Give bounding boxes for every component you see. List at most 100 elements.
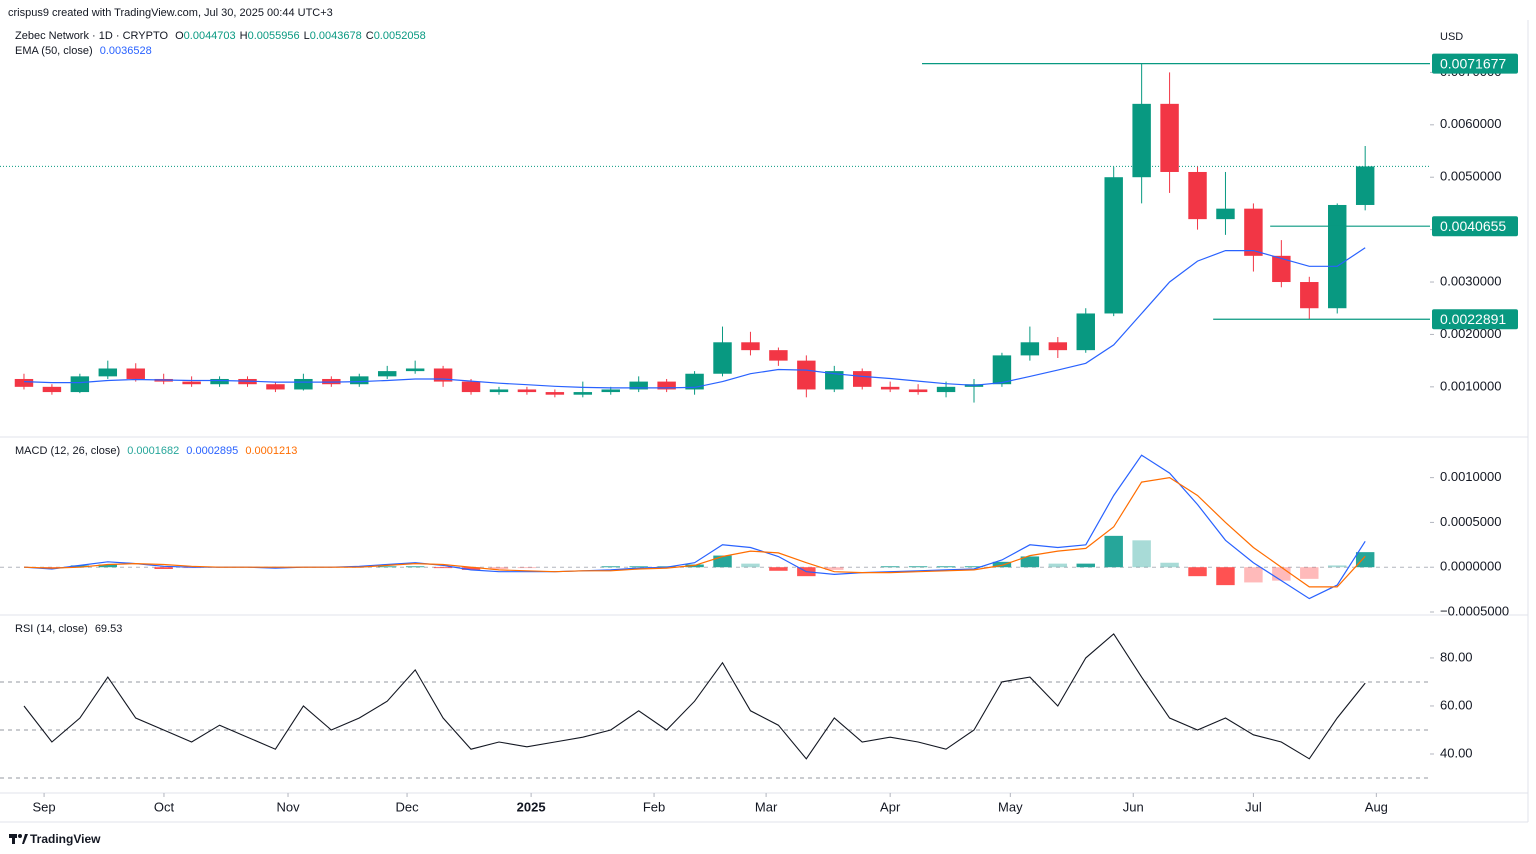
level-label-box (1432, 216, 1518, 237)
candle-body (657, 381, 676, 390)
x-tick-label: Jun (1123, 799, 1144, 814)
x-tick-label: Apr (880, 799, 901, 814)
candle-body (573, 392, 593, 395)
histogram-bar (880, 566, 900, 568)
histogram-bar (1244, 567, 1263, 583)
x-tick-label: Mar (755, 799, 778, 814)
histogram-bar (154, 567, 173, 569)
macd-line (23, 454, 1366, 600)
rsi-line (23, 633, 1366, 760)
candle-body (1104, 177, 1123, 314)
candle-body (433, 368, 453, 382)
candle-body (713, 342, 732, 374)
ohlc-value: 0.0043678 (309, 30, 362, 42)
candle-body (1132, 103, 1151, 178)
x-tick-label: 2025 (517, 799, 546, 814)
histogram-bar (1132, 540, 1151, 568)
page-header: crispus9 created with TradingView.com, J… (8, 7, 333, 19)
level-label: 0.0040655 (1440, 218, 1506, 234)
ema-header: EMA (50, close) 0.0036528 (15, 44, 156, 58)
ema-value: 0.0036528 (99, 45, 152, 57)
ema-title: EMA (50, close) (15, 45, 93, 57)
candle-body (601, 389, 620, 393)
y-tick-label: 0.0005000 (1440, 514, 1501, 529)
candle-body (685, 373, 704, 390)
rsi-title: RSI (14, close) (15, 623, 88, 635)
histogram-bar (1300, 567, 1319, 579)
x-tick-label: May (998, 799, 1023, 814)
macd-title: MACD (12, 26, close) (15, 445, 121, 457)
x-tick-label: Feb (643, 799, 665, 814)
y-tick-label: −0.0005000 (1440, 603, 1509, 618)
histogram-bar (601, 566, 620, 568)
candle-body (377, 371, 397, 377)
y-tick-label: 0.0010000 (1440, 378, 1501, 393)
candle-body (741, 342, 760, 351)
level-label: 0.0071677 (1440, 55, 1506, 71)
candle-body (489, 389, 509, 393)
candle-body (461, 381, 481, 393)
candle-body (1048, 342, 1068, 351)
ohlc-value: 0.0052058 (373, 30, 426, 42)
histogram-bar (405, 566, 425, 568)
histogram-bar (1160, 562, 1179, 568)
y-tick-label: 40.00 (1440, 745, 1473, 760)
candle-body (545, 392, 565, 395)
macd-value: 0.0002895 (186, 445, 239, 457)
histogram-bar (1328, 565, 1347, 568)
histogram-bar (1216, 567, 1235, 586)
footer-brand: TradingView (30, 832, 101, 846)
candle-body (42, 386, 62, 393)
y-tick-label: 0.0060000 (1440, 116, 1501, 131)
candle-body (1160, 103, 1179, 172)
histogram-bar (1104, 535, 1123, 568)
candle-body (1328, 204, 1347, 309)
y-tick-label: 60.00 (1440, 697, 1473, 712)
ohlc-key: C (365, 30, 374, 42)
x-tick-label: Sep (33, 799, 56, 814)
y-tick-label: 0.0020000 (1440, 326, 1501, 341)
histogram-bar (964, 566, 984, 568)
candle-body (908, 389, 928, 393)
candle-body (880, 386, 900, 390)
candle-body (294, 378, 313, 390)
histogram-bar (1355, 552, 1375, 568)
candle-body (182, 381, 201, 385)
histogram-bar (1272, 567, 1291, 581)
x-tick-label: Dec (395, 799, 419, 814)
symbol-header: Zebec Network · 1D · CRYPTO O0.0044703 H0… (15, 29, 430, 43)
candle-body (1272, 255, 1291, 283)
histogram-bar (936, 566, 956, 568)
candle-body (825, 371, 844, 390)
candle-body (769, 350, 788, 361)
candle-body (1216, 208, 1235, 220)
candle-body (629, 381, 648, 390)
histogram-bar (1048, 563, 1068, 568)
candle-body (266, 384, 285, 390)
level-label-box (1432, 53, 1518, 74)
candle-body (1355, 166, 1375, 205)
x-tick-label: Jul (1245, 799, 1262, 814)
candle-body (1244, 208, 1263, 256)
histogram-bar (377, 566, 397, 568)
histogram-bar (517, 567, 537, 569)
rsi-value: 69.53 (94, 623, 123, 635)
candle-body (1020, 342, 1040, 356)
x-tick-label: Aug (1365, 799, 1388, 814)
ema-line (23, 247, 1366, 389)
candle-body (14, 378, 34, 387)
candle-body (853, 371, 872, 387)
signal-line (23, 476, 1366, 588)
histogram-bar (713, 555, 732, 568)
histogram-bar (433, 567, 453, 569)
histogram-bar (1020, 556, 1040, 568)
symbol-title: Zebec Network · 1D · CRYPTO (15, 30, 169, 42)
currency: USD (1440, 31, 1463, 43)
histogram-bar (825, 567, 844, 570)
histogram-bar (629, 566, 648, 568)
y-tick-label: 0.0030000 (1440, 273, 1501, 288)
y-tick-label: 0.0010000 (1440, 469, 1501, 484)
candle-body (797, 360, 816, 390)
